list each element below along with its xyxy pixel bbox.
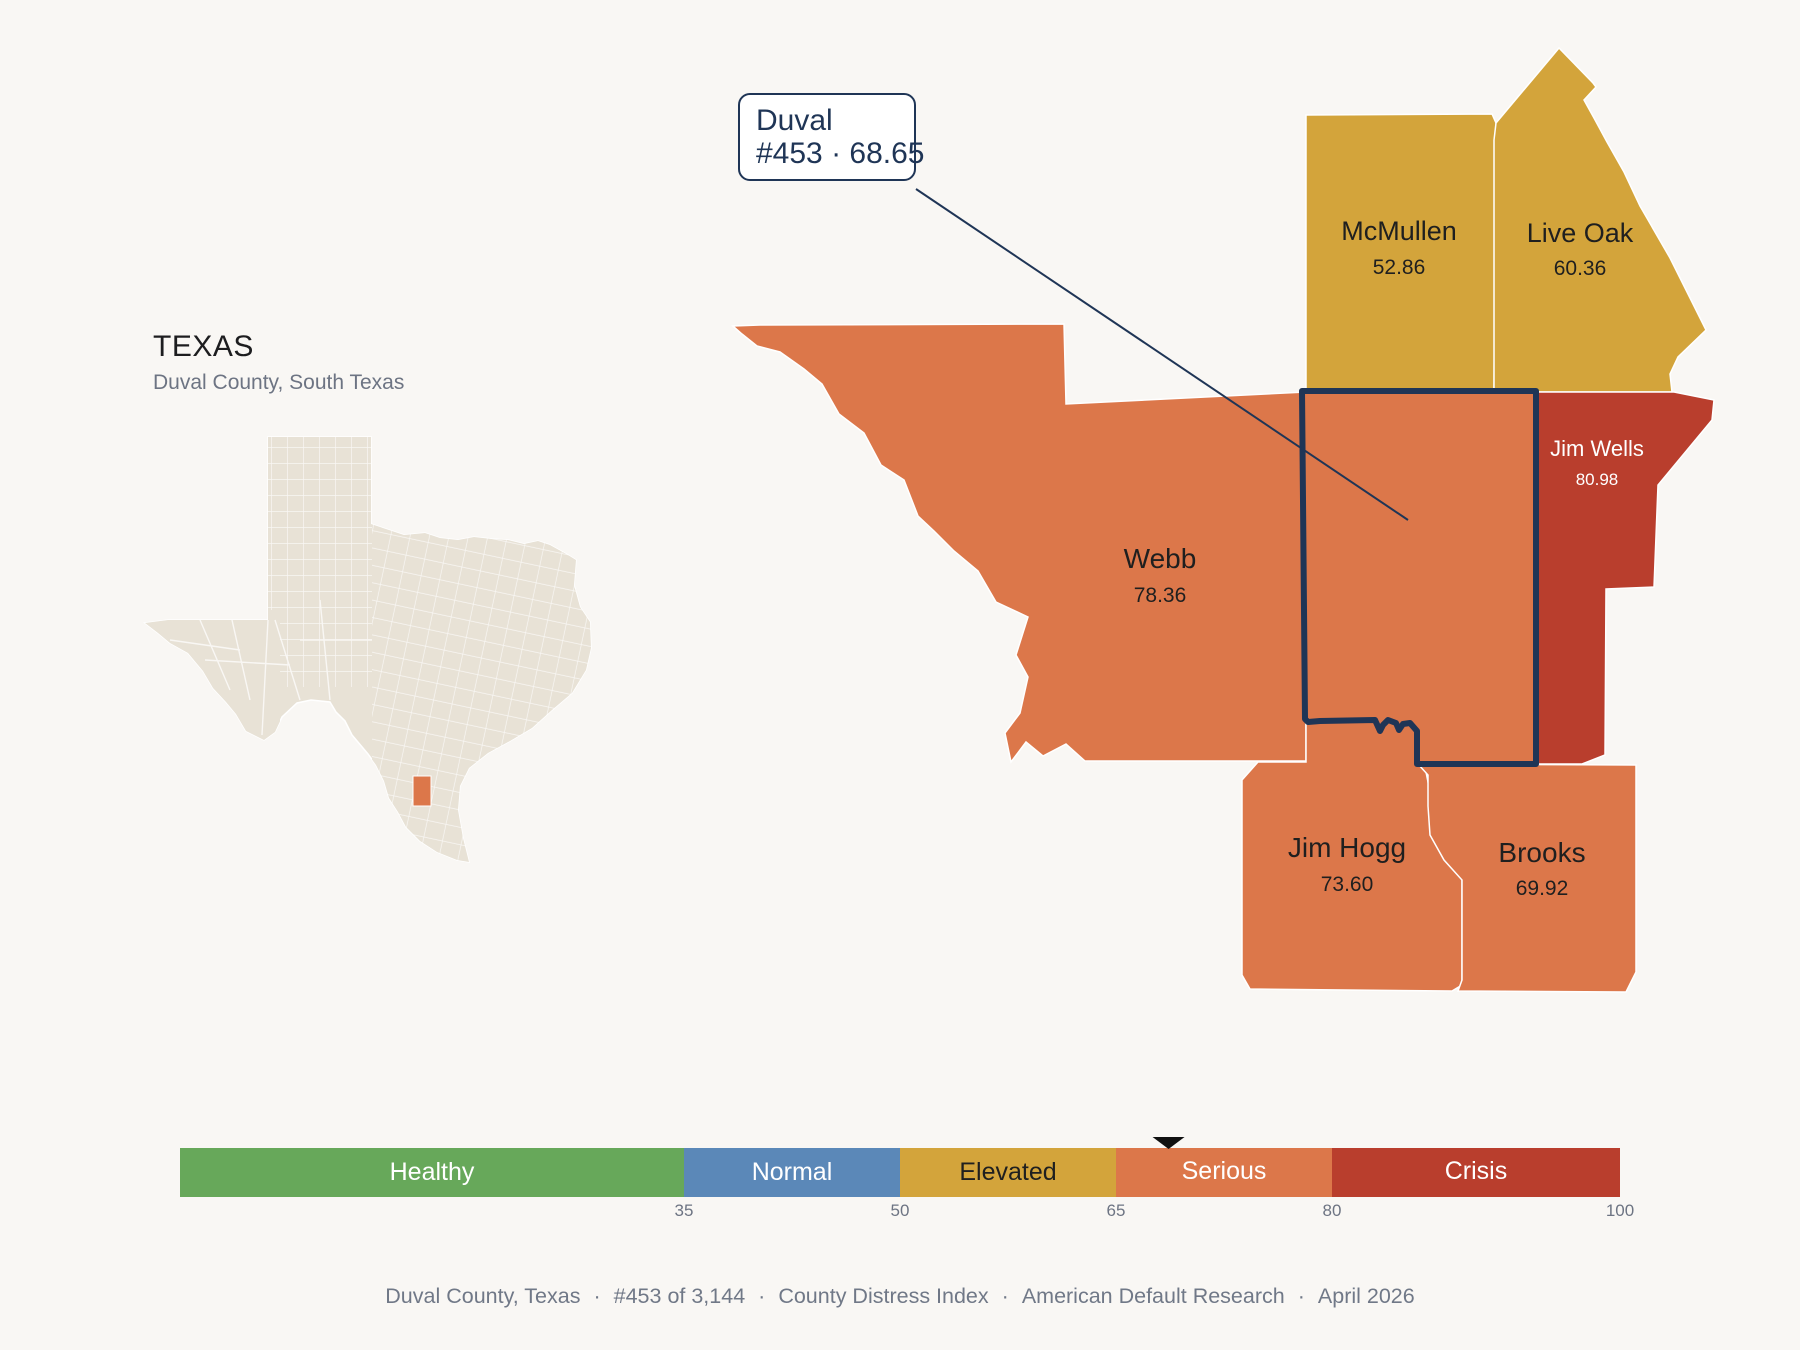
legend-tick-65: 65 bbox=[1107, 1201, 1126, 1220]
callout-rank-score: #453 · 68.65 bbox=[756, 137, 925, 170]
duval-callout: Duval #453 · 68.65 bbox=[738, 93, 925, 181]
footer-date: April 2026 bbox=[1317, 1284, 1415, 1308]
label-mcmullen-name: McMullen bbox=[1341, 216, 1457, 246]
legend-band-healthy bbox=[180, 1148, 684, 1197]
legend-tick-80: 80 bbox=[1323, 1201, 1342, 1220]
legend-label-healthy: Healthy bbox=[390, 1158, 475, 1186]
county-duval bbox=[1299, 388, 1539, 767]
legend-tick-35: 35 bbox=[675, 1201, 694, 1220]
label-mcmullen-value: 52.86 bbox=[1373, 256, 1426, 279]
county-mcmullen bbox=[1305, 113, 1497, 393]
legend-label-serious: Serious bbox=[1182, 1157, 1267, 1185]
texas-inset-map bbox=[143, 436, 592, 863]
legend-tick-100: 100 bbox=[1606, 1201, 1634, 1220]
legend-value-marker bbox=[1152, 1137, 1185, 1149]
callout-county-name: Duval bbox=[756, 104, 833, 137]
label-live-oak-name: Live Oak bbox=[1527, 218, 1634, 248]
label-webb-name: Webb bbox=[1124, 543, 1197, 574]
legend-label-normal: Normal bbox=[752, 1158, 833, 1186]
footer-rank: #453 of 3,144 bbox=[613, 1284, 746, 1308]
label-jim-hogg-value: 73.60 bbox=[1321, 873, 1374, 896]
legend-tick-50: 50 bbox=[891, 1201, 910, 1220]
label-live-oak-value: 60.36 bbox=[1554, 257, 1607, 280]
duval-locator bbox=[412, 775, 432, 807]
footer-source: American Default Research bbox=[1021, 1284, 1285, 1308]
label-jim-wells-name: Jim Wells bbox=[1550, 436, 1644, 461]
county-webb bbox=[731, 323, 1307, 764]
legend-scale: Healthy Normal Elevated Serious Crisis 3… bbox=[180, 1137, 1634, 1220]
legend-band-crisis bbox=[1332, 1148, 1620, 1197]
label-webb-value: 78.36 bbox=[1134, 584, 1187, 607]
inset-state-title: TEXAS bbox=[153, 330, 254, 363]
label-brooks-value: 69.92 bbox=[1516, 877, 1569, 900]
legend-label-crisis: Crisis bbox=[1445, 1157, 1508, 1185]
texas-county-grid bbox=[145, 437, 591, 862]
legend-band-normal bbox=[684, 1148, 900, 1197]
legend-band-elevated bbox=[900, 1148, 1116, 1197]
footer-county: Duval County, Texas bbox=[385, 1284, 581, 1308]
county-map bbox=[731, 46, 1715, 993]
county-labels: McMullen 52.86 Live Oak 60.36 Jim Wells … bbox=[1124, 216, 1644, 900]
callout-leader-line bbox=[915, 188, 1409, 521]
label-jim-hogg-name: Jim Hogg bbox=[1288, 832, 1406, 863]
inset-subtitle: Duval County, South Texas bbox=[153, 371, 405, 394]
legend-label-elevated: Elevated bbox=[959, 1158, 1056, 1186]
label-jim-wells-value: 80.98 bbox=[1576, 470, 1619, 489]
footer-credits: Duval County, Texas · #453 of 3,144 · County… bbox=[385, 1284, 1415, 1308]
legend-band-serious bbox=[1116, 1148, 1332, 1197]
county-brooks bbox=[1416, 763, 1637, 993]
footer-index: County Distress Index bbox=[778, 1284, 989, 1308]
label-brooks-name: Brooks bbox=[1498, 837, 1585, 868]
